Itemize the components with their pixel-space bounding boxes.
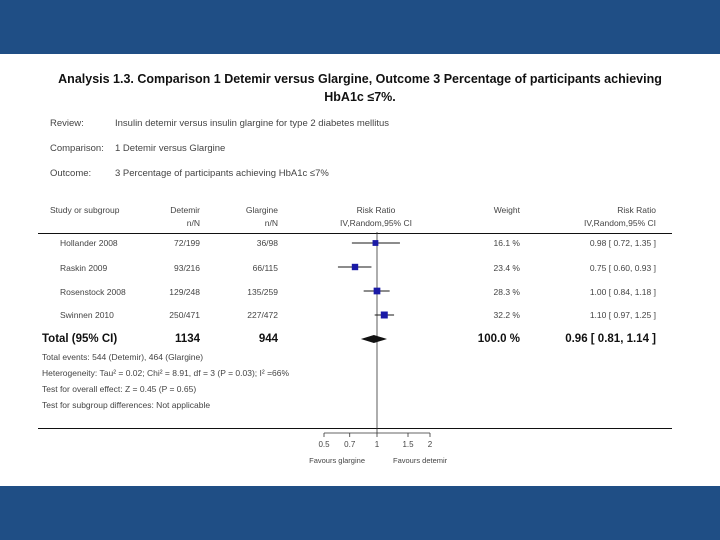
study-ci: 1.00 [ 0.84, 1.18 ] <box>589 287 656 297</box>
total-ci: 0.96 [ 0.81, 1.14 ] <box>565 333 656 345</box>
header-weight: Weight <box>493 205 520 215</box>
title-line-1: Analysis 1.3. Comparison 1 Detemir versu… <box>58 72 662 86</box>
study-name: Raskin 2009 <box>60 263 108 273</box>
effect-marker <box>380 311 388 319</box>
header-detemir-sub: n/N <box>186 218 200 228</box>
study-ci: 0.98 [ 0.72, 1.35 ] <box>589 238 656 248</box>
study-weight: 16.1 % <box>493 238 520 248</box>
study-glargine: 36/98 <box>256 238 278 248</box>
study-glargine: 227/472 <box>247 310 278 320</box>
study-name: Swinnen 2010 <box>60 310 114 320</box>
x-tick-label: 2 <box>428 440 433 449</box>
x-tick-label: 1 <box>375 440 380 449</box>
study-name: Hollander 2008 <box>60 238 118 248</box>
comparison-value: 1 Detemir versus Glargine <box>115 143 226 154</box>
meta-comparison: Comparison: 1 Detemir versus Glargine <box>50 143 225 154</box>
review-value: Insulin detemir versus insulin glargine … <box>115 118 390 129</box>
header-risk-ratio: Risk Ratio <box>356 205 396 215</box>
study-detemir: 129/248 <box>169 287 200 297</box>
study-glargine: 135/259 <box>247 287 278 297</box>
bottom-rule <box>38 428 672 429</box>
footnote-subgroup: Test for subgroup differences: Not appli… <box>42 400 211 410</box>
x-tick-label: 0.5 <box>318 440 330 449</box>
study-weight: 32.2 % <box>493 310 520 320</box>
comparison-label: Comparison: <box>50 143 104 154</box>
study-weight: 28.3 % <box>493 287 520 297</box>
study-detemir: 72/199 <box>174 238 200 248</box>
study-glargine: 66/115 <box>252 263 278 273</box>
header-risk-ratio-2-sub: IV,Random,95% CI <box>584 218 656 228</box>
header-glargine-sub: n/N <box>264 218 278 228</box>
effect-marker <box>351 263 359 271</box>
bottom-banner <box>0 486 720 540</box>
x-tick-label: 0.7 <box>344 440 356 449</box>
total-weight: 100.0 % <box>477 333 520 345</box>
study-detemir: 93/216 <box>174 263 200 273</box>
favours-right-label: Favours detemir <box>393 456 448 465</box>
effect-marker <box>372 240 379 246</box>
analysis-title: Analysis 1.3. Comparison 1 Detemir versu… <box>0 70 720 106</box>
header-glargine: Glargine <box>245 205 278 215</box>
study-ci: 0.75 [ 0.60, 0.93 ] <box>589 263 656 273</box>
total-label: Total (95% CI) <box>42 333 118 345</box>
header-risk-ratio-2: Risk Ratio <box>617 205 656 215</box>
header-risk-ratio-sub: IV,Random,95% CI <box>340 218 412 228</box>
top-banner <box>0 0 720 54</box>
footnote-overall-effect: Test for overall effect: Z = 0.45 (P = 0… <box>42 384 197 394</box>
meta-review: Review: Insulin detemir versus insulin gl… <box>50 118 389 129</box>
header-study: Study or subgroup <box>50 205 120 215</box>
meta-outcome: Outcome: 3 Percentage of participants ach… <box>50 168 329 179</box>
footnote-events: Total events: 544 (Detemir), 464 (Glargi… <box>42 352 204 362</box>
effect-marker <box>373 287 381 295</box>
total-diamond <box>360 335 388 343</box>
outcome-value: 3 Percentage of participants achieving H… <box>115 168 329 179</box>
study-name: Rosenstock 2008 <box>60 287 126 297</box>
review-label: Review: <box>50 118 84 129</box>
footnote-heterogeneity: Heterogeneity: Tau² = 0.02; Chi² = 8.91,… <box>42 368 290 378</box>
study-ci: 1.10 [ 0.97, 1.25 ] <box>589 310 656 320</box>
header-detemir: Detemir <box>170 205 200 215</box>
study-detemir: 250/471 <box>169 310 200 320</box>
x-tick-label: 1.5 <box>402 440 414 449</box>
total-glargine: 944 <box>258 333 278 345</box>
favours-left-label: Favours glargine <box>309 456 365 465</box>
study-weight: 23.4 % <box>493 263 520 273</box>
total-detemir: 1134 <box>175 333 200 345</box>
outcome-label: Outcome: <box>50 168 92 179</box>
title-line-2: HbA1c ≤7%. <box>324 90 396 104</box>
header-rule <box>38 233 672 234</box>
